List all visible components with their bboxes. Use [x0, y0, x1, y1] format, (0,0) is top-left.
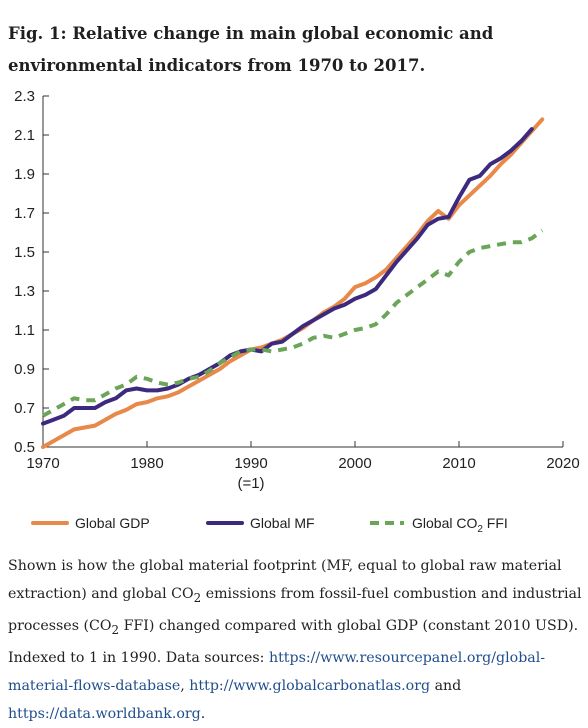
worldbank-link[interactable]: https://data.worldbank.org: [8, 705, 201, 722]
x-tick-label: 1970: [26, 455, 59, 472]
y-tick-label: 1.5: [14, 244, 35, 261]
globalcarbonatlas-link[interactable]: http://www.globalcarbonatlas.org: [189, 677, 431, 694]
y-tick-label: 0.7: [14, 400, 35, 417]
y-tick-label: 0.9: [14, 361, 35, 378]
x-tick-label: 1980: [130, 455, 163, 472]
line-chart: 0.5 0.7 0.9 1.1 1.3 1.5 1.7 1.9 2.1 2.3 1970 1980 19…: [14, 88, 580, 535]
resourcepanel-link[interactable]: https://www.resourcepanel.org/global-mat…: [8, 649, 546, 694]
caption-text-3: FFI) changed compared with global GDP (c…: [8, 617, 579, 666]
series-line-2: [41, 127, 534, 426]
caption-text-1: Shown is how the global material footpri…: [8, 558, 562, 602]
x-tick-label: 2020: [546, 455, 579, 472]
y-tick-label: 1.3: [14, 283, 35, 300]
caption-text-2: emissions from fossil-fuel combustion an…: [8, 586, 582, 634]
y-tick-label: 2.1: [14, 127, 35, 144]
y-tick-label: 1.1: [14, 322, 35, 339]
x-tick-label: 1990: [234, 455, 267, 472]
series-line-3: [42, 228, 544, 418]
x-tick-label: 2000: [338, 455, 371, 472]
caption-sub-2: 2: [111, 622, 120, 637]
legend: Global GDP Global MF Global CO2 FFI: [31, 515, 508, 535]
x-tick-label: 2010: [442, 455, 475, 472]
legend-label-1: Global GDP: [75, 515, 150, 531]
series-lines: [41, 117, 545, 449]
legend-label-2: Global MF: [250, 515, 315, 531]
caption-sub-1: 2: [193, 590, 202, 605]
axes: 0.5 0.7 0.9 1.1 1.3 1.5 1.7 1.9 2.1 2.3 1970 1980 19…: [14, 88, 580, 492]
y-tick-label: 1.7: [14, 205, 35, 222]
legend-label-3: Global CO2 FFI: [412, 515, 508, 535]
figure-title: Fig. 1: Relative change in main global e…: [8, 24, 494, 75]
y-tick-label: 1.9: [14, 166, 35, 183]
figure-caption: Shown is how the global material footpri…: [8, 552, 583, 728]
caption-end: .: [200, 705, 206, 722]
caption-and: and: [430, 677, 462, 694]
y-tick-label: 2.3: [14, 88, 35, 105]
y-tick-label: 0.5: [14, 439, 35, 456]
x-tick-sublabel: (=1): [237, 475, 264, 492]
caption-sep: ,: [180, 677, 185, 694]
